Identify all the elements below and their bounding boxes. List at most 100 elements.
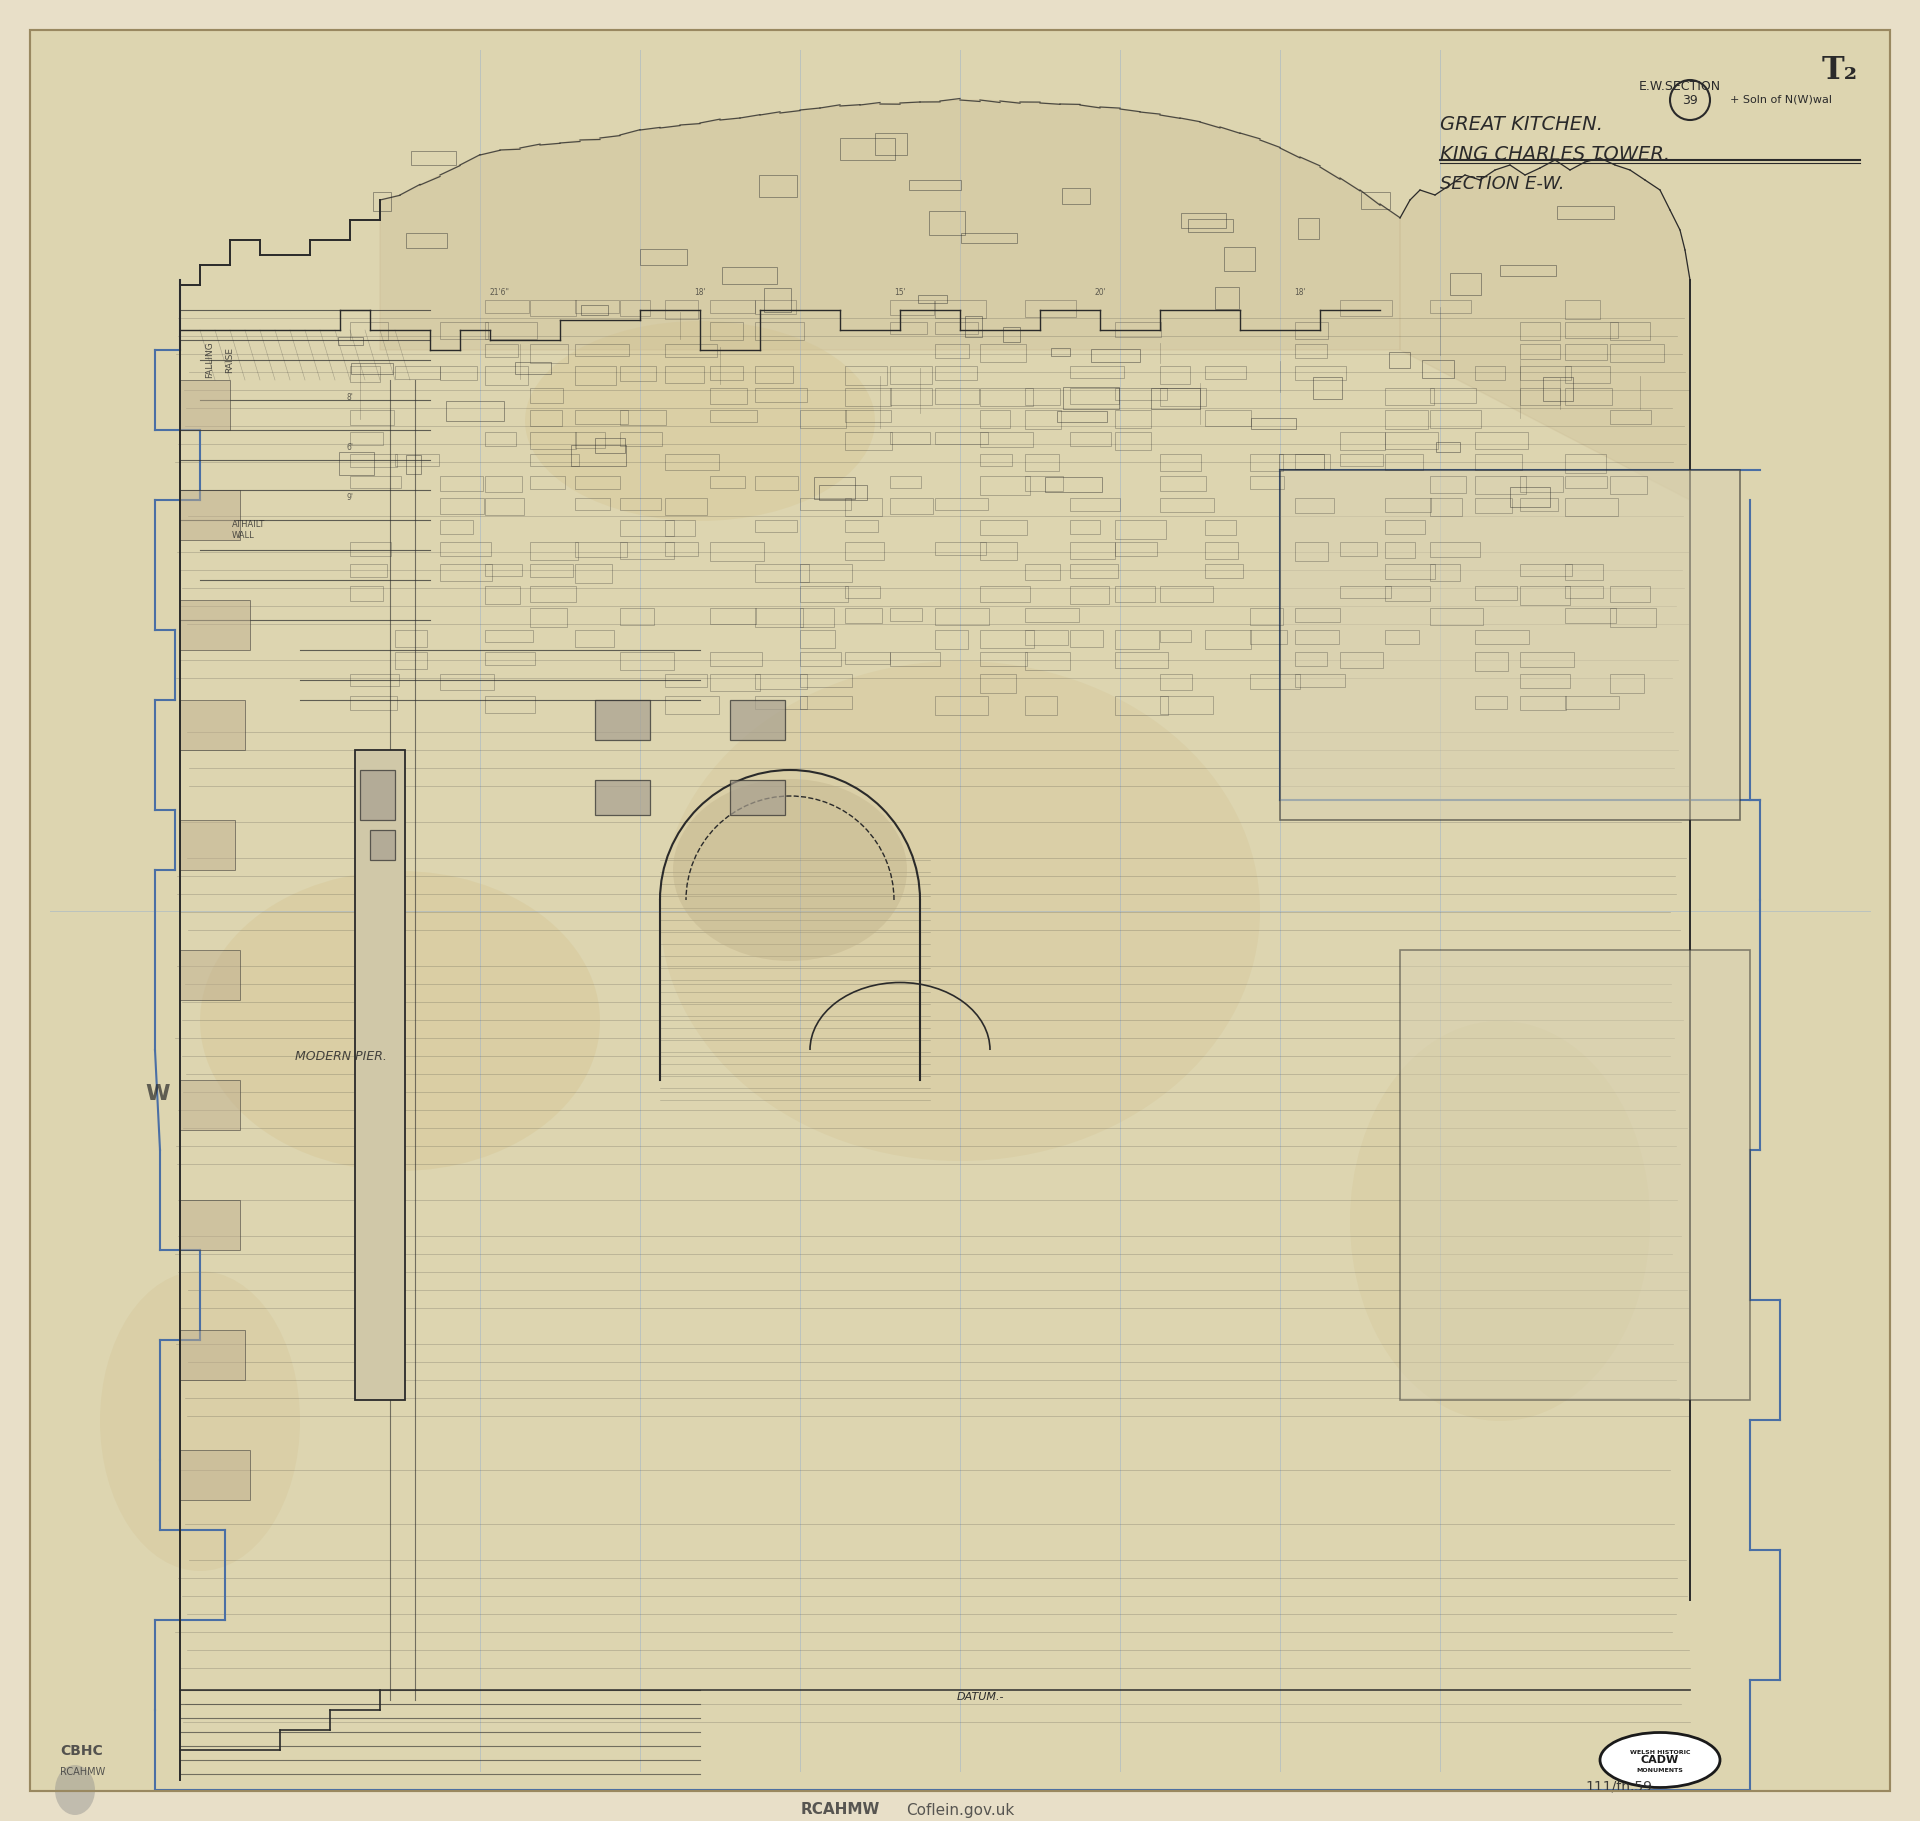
Bar <box>574 543 628 557</box>
Bar <box>351 362 394 373</box>
Bar <box>1521 652 1574 666</box>
Bar <box>1294 652 1327 666</box>
Text: + Soln of N(W)wal: + Soln of N(W)wal <box>1730 95 1832 106</box>
Bar <box>349 543 392 555</box>
Bar <box>372 191 392 211</box>
Bar <box>1206 521 1236 535</box>
Text: 111/fn.59: 111/fn.59 <box>1586 1779 1651 1794</box>
Bar <box>486 432 516 446</box>
Bar <box>1436 443 1459 452</box>
Bar <box>1160 388 1206 406</box>
Bar <box>801 497 851 510</box>
Bar <box>639 249 687 266</box>
Bar <box>530 432 576 450</box>
Bar <box>371 830 396 860</box>
Bar <box>755 475 799 490</box>
Bar <box>405 455 420 473</box>
Text: 15': 15' <box>895 288 906 297</box>
Bar <box>1206 410 1252 426</box>
Bar <box>349 322 388 341</box>
Bar <box>962 233 1018 242</box>
Bar <box>440 366 476 381</box>
Bar <box>1565 475 1607 488</box>
Bar <box>1384 521 1425 534</box>
Bar <box>396 366 440 379</box>
Bar <box>1400 951 1749 1400</box>
Bar <box>1294 674 1346 687</box>
Bar <box>361 770 396 819</box>
Bar <box>180 1080 240 1131</box>
Text: E.W.SECTION: E.W.SECTION <box>1640 80 1720 93</box>
Bar <box>979 521 1027 535</box>
Bar <box>1384 388 1434 404</box>
Bar <box>801 565 852 583</box>
Bar <box>1160 586 1213 603</box>
Bar <box>1557 206 1615 219</box>
Text: RCAHMW: RCAHMW <box>801 1803 879 1817</box>
Bar <box>935 366 977 381</box>
Bar <box>820 484 868 501</box>
Polygon shape <box>1400 158 1690 501</box>
Bar <box>486 300 530 313</box>
Bar <box>1298 219 1319 239</box>
Bar <box>845 432 893 450</box>
Bar <box>979 410 1010 428</box>
Bar <box>1430 543 1480 557</box>
Bar <box>801 630 835 648</box>
Bar <box>1611 674 1644 694</box>
Bar <box>1069 366 1123 379</box>
Bar <box>710 475 745 488</box>
Bar <box>349 366 380 382</box>
Bar <box>574 410 628 424</box>
Bar <box>530 475 564 490</box>
Bar <box>440 565 492 581</box>
Bar <box>574 344 630 355</box>
Bar <box>1565 608 1617 623</box>
Bar <box>1225 248 1256 271</box>
Bar <box>1062 188 1091 204</box>
Bar <box>486 630 534 643</box>
Bar <box>349 696 397 710</box>
Bar <box>1025 410 1062 430</box>
Bar <box>730 699 785 739</box>
Bar <box>891 322 927 333</box>
Bar <box>935 543 987 555</box>
Bar <box>710 366 743 381</box>
Bar <box>440 674 493 690</box>
Bar <box>340 452 374 475</box>
Bar <box>180 1450 250 1501</box>
Bar <box>1250 475 1284 490</box>
Text: FALLING: FALLING <box>205 342 213 379</box>
Bar <box>730 779 785 816</box>
Bar <box>845 608 881 623</box>
Bar <box>1475 652 1507 670</box>
Bar <box>1160 630 1190 643</box>
Bar <box>349 432 382 444</box>
Bar <box>1250 630 1286 645</box>
Bar <box>396 652 426 668</box>
Bar <box>664 543 699 555</box>
Text: DATUM.-: DATUM.- <box>956 1692 1004 1703</box>
Bar <box>1450 273 1480 295</box>
Bar <box>1294 497 1334 514</box>
Bar <box>570 444 626 466</box>
Bar <box>1069 497 1119 512</box>
Bar <box>1521 586 1571 605</box>
Bar <box>845 543 883 561</box>
Bar <box>1521 497 1557 512</box>
Bar <box>530 543 578 561</box>
Text: MONUMENTS: MONUMENTS <box>1636 1768 1684 1772</box>
Bar <box>664 300 699 319</box>
Bar <box>979 674 1016 694</box>
Bar <box>1150 388 1200 410</box>
Bar <box>1116 652 1167 668</box>
Bar <box>755 674 806 688</box>
Bar <box>1565 586 1603 597</box>
Bar <box>349 475 401 488</box>
Bar <box>1160 366 1190 384</box>
Bar <box>1384 432 1438 450</box>
Bar <box>595 779 651 816</box>
Bar <box>180 951 240 1000</box>
Bar <box>1160 453 1202 472</box>
Bar <box>440 322 488 339</box>
